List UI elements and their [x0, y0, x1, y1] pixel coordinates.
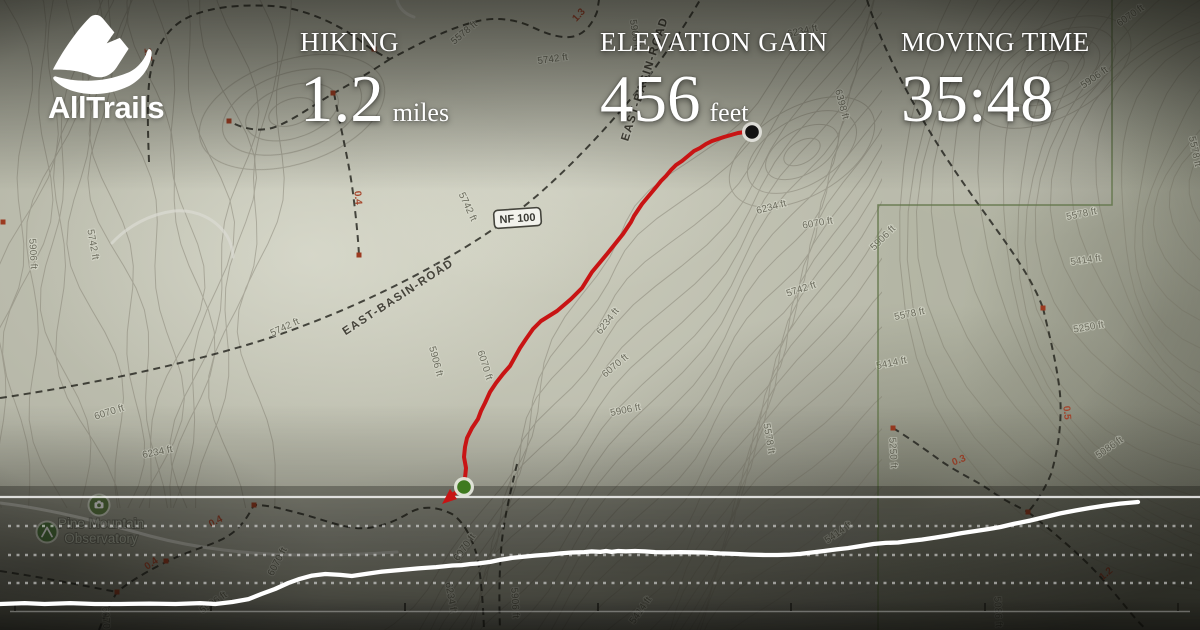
alltrails-logo: AllTrails: [44, 6, 244, 136]
stat-moving-time: MOVING TIME 35:48: [901, 27, 1090, 136]
stat-label: ELEVATION GAIN: [600, 27, 828, 57]
route-end-marker: [745, 125, 759, 139]
stat-hiking: HIKING 1.2 miles: [300, 27, 450, 136]
stat-value: 35:48: [901, 61, 1054, 136]
stat-unit: feet: [709, 97, 749, 127]
route: [442, 122, 762, 504]
alltrails-mountain-icon: [52, 14, 152, 95]
stat-value: 456: [600, 61, 701, 136]
route-start-marker: [457, 480, 471, 494]
stat-label: HIKING: [300, 27, 399, 57]
alltrails-wordmark: AllTrails: [48, 90, 165, 125]
stat-elevation-gain: ELEVATION GAIN 456 feet: [600, 27, 828, 136]
stat-value: 1.2: [300, 61, 384, 136]
stat-unit: miles: [392, 97, 450, 127]
elevation-chart: [0, 495, 1200, 613]
top-dark-overlay: [0, 0, 1200, 190]
elevation-profile-line: [0, 499, 1141, 607]
bottom-dark-overlay: [0, 405, 1200, 630]
route-line: [447, 129, 753, 499]
stat-label: MOVING TIME: [901, 27, 1090, 57]
